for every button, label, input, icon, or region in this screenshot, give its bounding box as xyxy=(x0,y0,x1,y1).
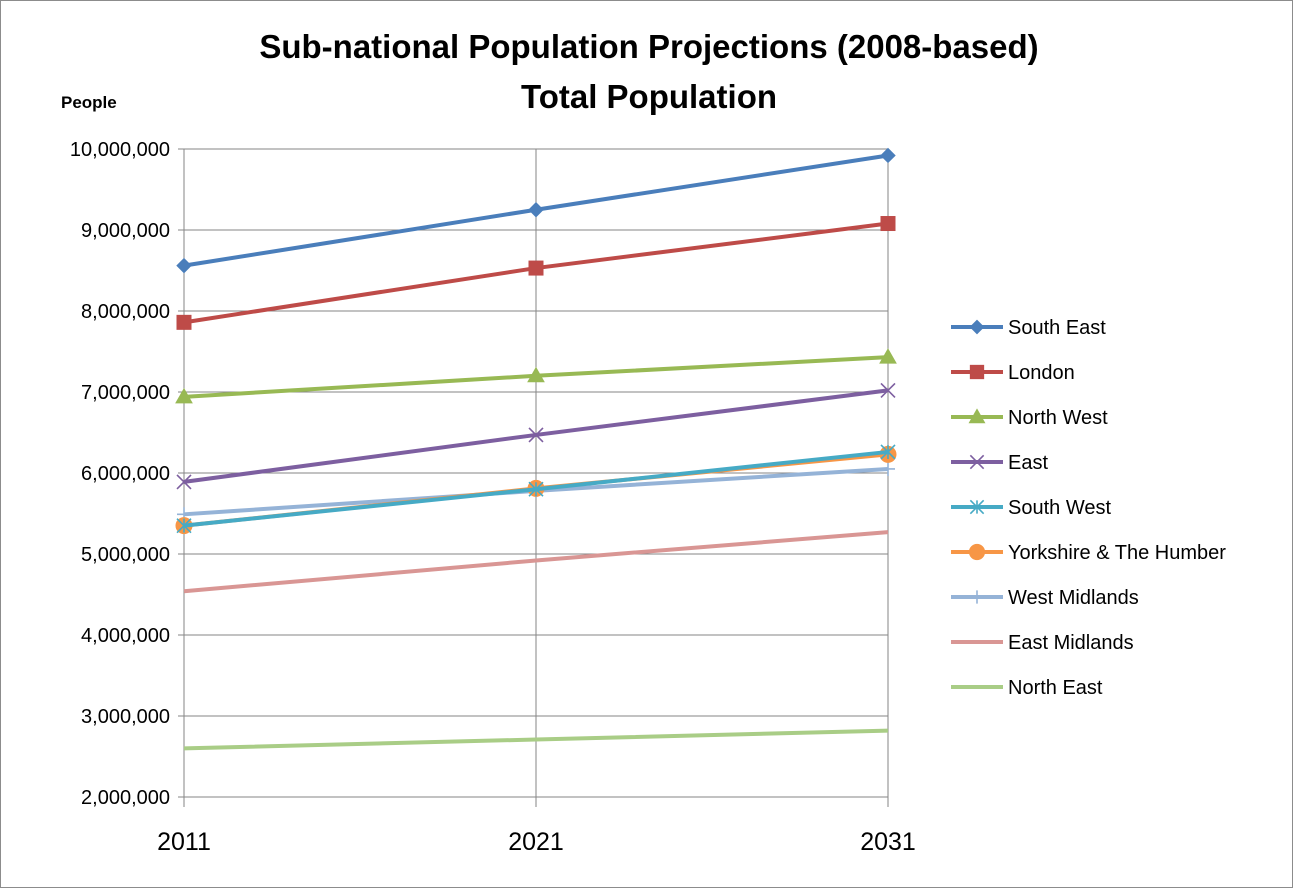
legend-item: South East xyxy=(951,317,1106,339)
series-south-east xyxy=(176,147,896,274)
series-south-west xyxy=(176,444,896,534)
series-london xyxy=(176,216,896,330)
legend-item: London xyxy=(951,362,1075,384)
plus-marker xyxy=(881,461,895,476)
y-tick-label: 9,000,000 xyxy=(81,220,170,242)
legend-label: London xyxy=(1008,362,1075,384)
x-marker xyxy=(528,427,544,443)
chart-title-line-2: Total Population xyxy=(521,78,777,115)
x-marker xyxy=(969,454,985,470)
legend-label: East xyxy=(1008,452,1048,474)
y-tick-label: 4,000,000 xyxy=(81,625,170,647)
legend-item: North East xyxy=(951,677,1103,699)
diamond-marker xyxy=(176,257,192,274)
triangle-marker xyxy=(879,348,897,364)
triangle-marker xyxy=(527,366,545,383)
x-tick-label: 2021 xyxy=(508,828,564,856)
y-tick-label: 6,000,000 xyxy=(81,463,170,485)
legend-label: East Midlands xyxy=(1008,632,1134,654)
x-marker xyxy=(880,382,896,398)
legend-item: South West xyxy=(951,497,1111,519)
x-marker xyxy=(176,474,192,490)
square-marker xyxy=(969,364,985,380)
triangle-marker xyxy=(968,408,986,424)
legend: South East London North West East South West… xyxy=(951,317,1226,699)
series-line xyxy=(183,530,889,594)
legend-item: East xyxy=(951,452,1048,474)
legend-item: West Midlands xyxy=(951,587,1139,609)
y-tick-label: 10,000,000 xyxy=(70,139,170,161)
x-tick-label: 2031 xyxy=(860,828,916,856)
diamond-marker xyxy=(880,147,896,164)
series-line xyxy=(183,728,889,751)
plus-marker xyxy=(970,590,984,604)
y-axis-label: People xyxy=(61,93,117,112)
legend-label: North East xyxy=(1008,677,1103,699)
star-marker xyxy=(969,499,985,515)
y-tick-label: 8,000,000 xyxy=(81,301,170,323)
axes: 2,000,000 3,000,000 4,000,000 5,000,000 6,00… xyxy=(70,139,916,856)
chart-title: Sub-national Population Projections (200… xyxy=(259,28,1038,115)
chart-title-line-1: Sub-national Population Projections (200… xyxy=(259,28,1038,65)
legend-label: South West xyxy=(1008,497,1111,519)
series-north-west xyxy=(175,348,897,404)
diamond-marker xyxy=(969,319,985,335)
square-marker xyxy=(176,314,192,330)
y-tick-label: 7,000,000 xyxy=(81,382,170,404)
x-tick-label: 2011 xyxy=(157,828,211,856)
circle-marker xyxy=(968,543,986,561)
triangle-marker xyxy=(175,387,193,404)
legend-item: East Midlands xyxy=(951,632,1134,654)
y-tick-label: 2,000,000 xyxy=(81,787,170,809)
star-marker xyxy=(528,481,544,497)
star-marker xyxy=(176,518,192,534)
y-tick-label: 5,000,000 xyxy=(81,544,170,566)
series-east xyxy=(176,382,896,490)
square-marker xyxy=(880,216,896,232)
star-marker xyxy=(880,444,896,460)
legend-label: South East xyxy=(1008,317,1106,339)
legend-label: Yorkshire & The Humber xyxy=(1008,542,1226,564)
legend-item: Yorkshire & The Humber xyxy=(951,542,1226,564)
series-north-east xyxy=(183,728,889,751)
series-east-midlands xyxy=(183,530,889,594)
square-marker xyxy=(528,260,544,276)
diamond-marker xyxy=(528,202,544,218)
legend-label: West Midlands xyxy=(1008,587,1139,609)
series-lines xyxy=(175,147,897,751)
legend-item: North West xyxy=(951,407,1108,429)
y-tick-label: 3,000,000 xyxy=(81,706,170,728)
legend-label: North West xyxy=(1008,407,1108,429)
